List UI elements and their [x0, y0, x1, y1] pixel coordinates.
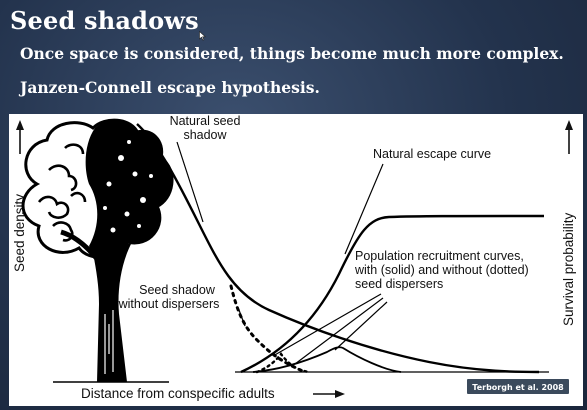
y-axis-right-arrow	[565, 120, 573, 154]
credit-text: Terborgh et al. 2008	[472, 383, 564, 392]
seed-shadow-without-label-line2: without dispersers	[118, 297, 220, 311]
annotation-pointers	[176, 141, 388, 365]
natural-seed-shadow-label-line2: shadow	[183, 128, 227, 142]
bullet-point-2: Janzen-Connell escape hypothesis.	[20, 78, 320, 97]
natural-escape-curve	[240, 214, 545, 374]
recruitment-curves-label-line2: with (solid) and without (dotted)	[354, 263, 529, 277]
credit-badge	[467, 379, 569, 394]
natural-seed-shadow-curve	[136, 123, 540, 374]
seed-shadow-without-label-line1: Seed shadow	[139, 283, 216, 297]
x-axis-label: Distance from conspecific adults	[81, 386, 275, 401]
recruitment-curve-without-dispersers	[255, 352, 311, 374]
natural-escape-curve-label: Natural escape curve	[373, 147, 491, 161]
recruitment-curve-with-dispersers	[252, 346, 402, 373]
tree-illustration	[21, 118, 174, 383]
y-axis-left-arrow	[16, 120, 24, 154]
mouse-cursor-icon	[199, 31, 207, 41]
natural-seed-shadow-label-line1: Natural seed	[170, 114, 241, 128]
seed-shadow-without-dispersers-curve	[229, 284, 307, 374]
recruitment-curves-label-line3: seed dispersers	[355, 277, 443, 291]
bullet-point-1: Once space is considered, things become …	[20, 44, 564, 63]
y-axis-right-label: Survival probability	[561, 212, 576, 326]
recruitment-curves-label-line1: Population recruitment curves,	[355, 249, 524, 263]
slide-title: Seed shadows	[10, 6, 199, 35]
janzen-connell-diagram: Seed density Survival probability	[12, 114, 576, 401]
x-axis-arrow	[313, 390, 345, 398]
figure-panel: Seed density Survival probability	[9, 114, 583, 406]
